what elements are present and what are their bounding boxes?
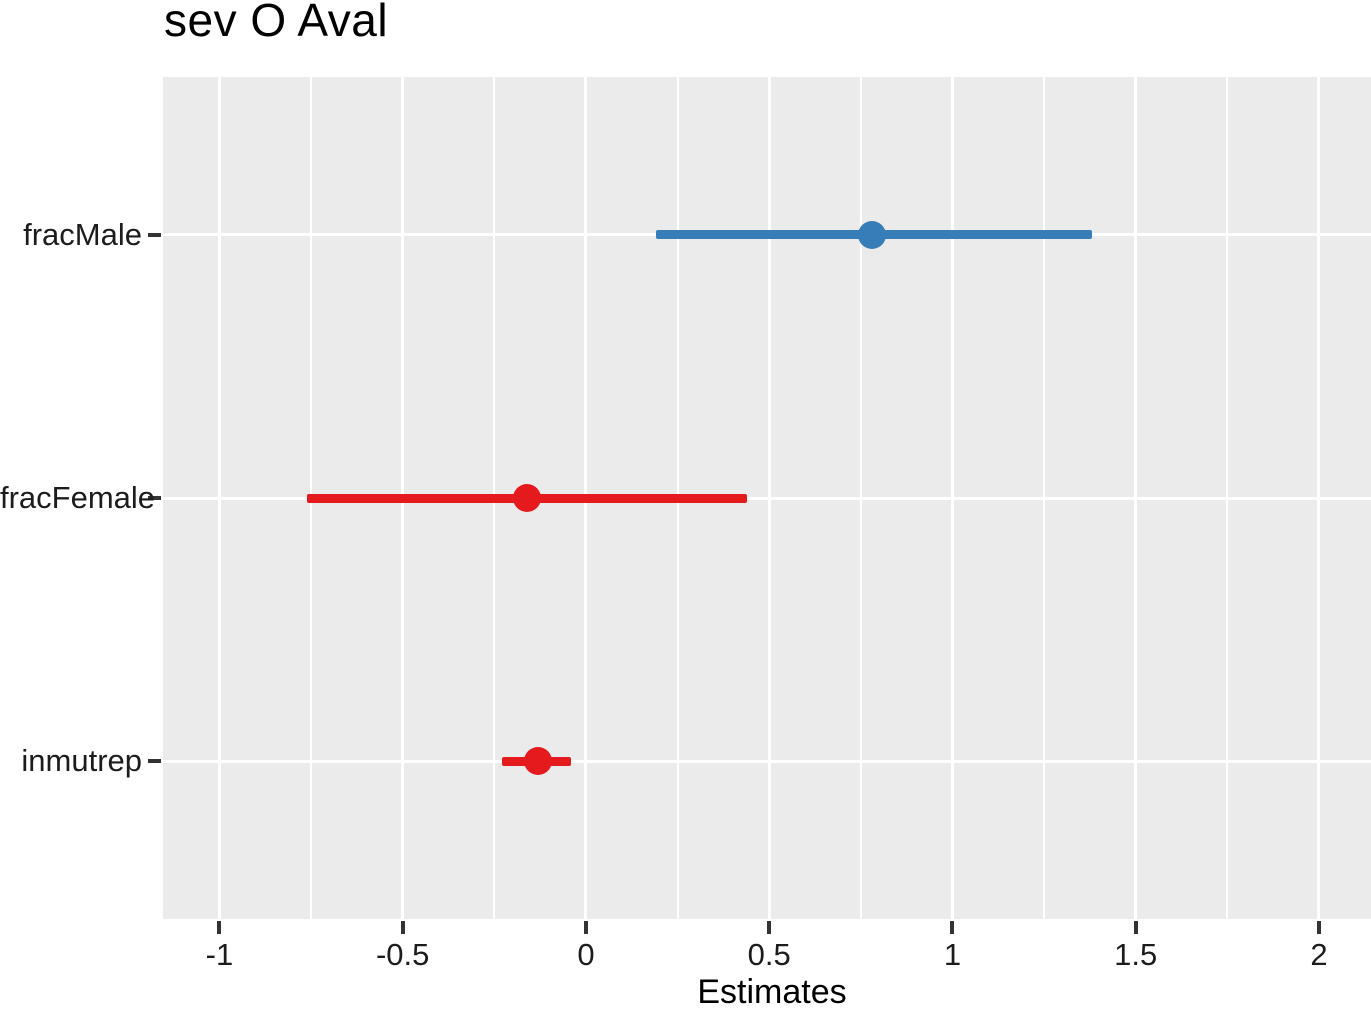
y-axis-tick-mark: [148, 496, 161, 500]
plot-title: sev O Aval: [164, 0, 389, 46]
major-gridline-horizontal: [163, 496, 1371, 500]
major-gridline-horizontal: [163, 759, 1371, 763]
x-axis-tick-mark: [400, 921, 405, 934]
y-axis-category-label: fracFemale: [0, 480, 156, 515]
x-axis-tick-mark: [950, 921, 955, 934]
x-axis-tick-label: 0.5: [747, 937, 791, 972]
y-axis-tick-mark: [148, 232, 161, 237]
estimate-point: [513, 484, 542, 512]
x-axis-tick-label: 1: [943, 937, 962, 972]
x-axis-tick-mark: [583, 921, 588, 934]
x-axis-tick-mark: [767, 921, 772, 934]
x-axis-tick-label: 0: [577, 937, 595, 972]
x-axis-tick-mark: [1316, 921, 1321, 934]
estimate-point: [857, 220, 886, 249]
estimate-point: [524, 747, 553, 776]
y-axis-category-label: inmutrep: [21, 743, 142, 779]
x-axis-tick-label: -0.5: [375, 937, 430, 972]
x-axis-tick-label: 1.5: [1114, 937, 1158, 972]
x-axis-tick-mark: [217, 921, 222, 934]
plot-panel: [163, 77, 1371, 919]
y-axis-tick-mark: [148, 759, 161, 764]
x-axis-tick-label: 2: [1310, 937, 1328, 972]
x-axis-tick-mark: [1133, 921, 1138, 934]
y-axis-category-label: fracMale: [23, 216, 142, 252]
x-axis-title: Estimates: [697, 973, 847, 1011]
x-axis-tick-label: -1: [205, 937, 234, 972]
